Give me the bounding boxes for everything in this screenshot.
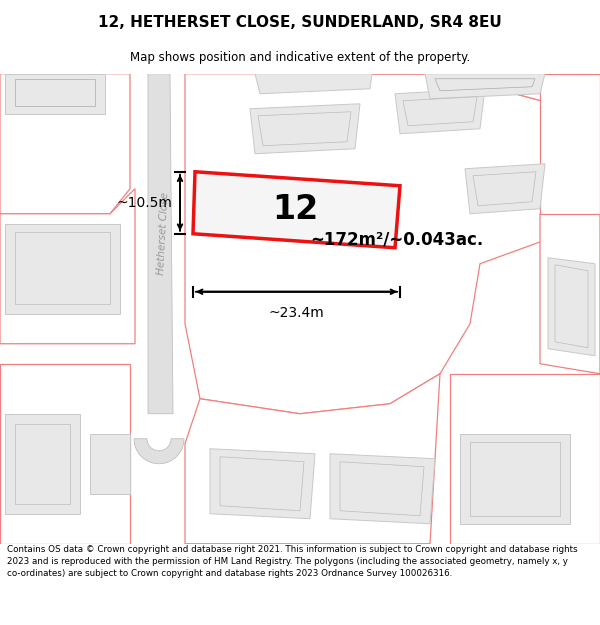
Polygon shape <box>548 258 595 356</box>
Polygon shape <box>555 265 588 348</box>
Text: Hetherset Close: Hetherset Close <box>156 192 170 276</box>
Polygon shape <box>15 424 70 504</box>
Polygon shape <box>435 79 535 91</box>
Polygon shape <box>220 457 304 511</box>
Text: 12, HETHERSET CLOSE, SUNDERLAND, SR4 8EU: 12, HETHERSET CLOSE, SUNDERLAND, SR4 8EU <box>98 14 502 29</box>
Polygon shape <box>148 74 173 414</box>
Polygon shape <box>540 74 600 214</box>
Polygon shape <box>255 74 372 94</box>
Polygon shape <box>450 374 600 544</box>
Polygon shape <box>473 172 536 206</box>
Polygon shape <box>15 232 110 304</box>
Polygon shape <box>5 224 120 314</box>
Polygon shape <box>5 74 105 114</box>
Polygon shape <box>425 74 545 99</box>
Text: 12: 12 <box>272 193 319 226</box>
Text: ~23.4m: ~23.4m <box>269 306 325 320</box>
Polygon shape <box>460 434 570 524</box>
Polygon shape <box>330 454 435 524</box>
Text: Map shows position and indicative extent of the property.: Map shows position and indicative extent… <box>130 51 470 64</box>
Polygon shape <box>0 364 130 544</box>
Polygon shape <box>470 442 560 516</box>
Polygon shape <box>90 434 130 494</box>
Polygon shape <box>340 462 424 516</box>
Polygon shape <box>185 74 590 414</box>
Polygon shape <box>465 164 545 214</box>
Polygon shape <box>258 112 351 146</box>
Polygon shape <box>185 374 440 544</box>
Polygon shape <box>403 97 477 126</box>
Polygon shape <box>5 414 80 514</box>
Polygon shape <box>540 214 600 374</box>
Polygon shape <box>193 172 400 248</box>
Polygon shape <box>15 79 95 106</box>
Text: ~10.5m: ~10.5m <box>116 196 172 210</box>
Polygon shape <box>210 182 382 238</box>
Polygon shape <box>0 189 135 344</box>
Polygon shape <box>134 439 184 464</box>
Polygon shape <box>210 449 315 519</box>
Text: Contains OS data © Crown copyright and database right 2021. This information is : Contains OS data © Crown copyright and d… <box>7 546 578 578</box>
Text: ~172m²/~0.043ac.: ~172m²/~0.043ac. <box>310 231 483 249</box>
Polygon shape <box>255 74 590 114</box>
Polygon shape <box>0 74 130 214</box>
Polygon shape <box>250 104 360 154</box>
Polygon shape <box>395 89 485 134</box>
